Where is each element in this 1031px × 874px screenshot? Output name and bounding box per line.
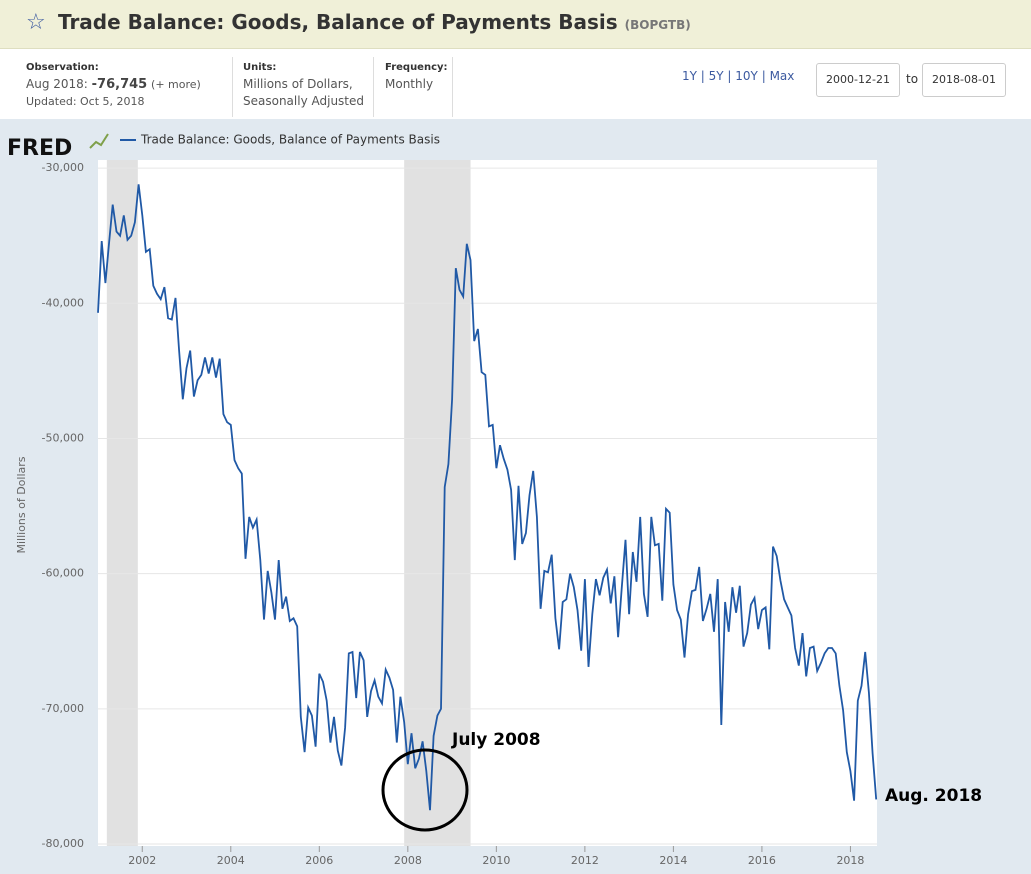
range-links: 1Y | 5Y | 10Y | Max — [682, 69, 795, 83]
y-tick-label: -70,000 — [42, 702, 84, 715]
x-tick-label: 2014 — [659, 854, 687, 867]
y-tick-label: -50,000 — [42, 431, 84, 444]
plot-area — [98, 160, 877, 846]
x-tick-label: 2002 — [128, 854, 156, 867]
separator — [452, 57, 453, 117]
title-bar: ☆ Trade Balance: Goods, Balance of Payme… — [0, 0, 1031, 49]
series-title: Trade Balance: Goods, Balance of Payment… — [58, 10, 691, 34]
recession-band — [404, 160, 471, 846]
legend-label: Trade Balance: Goods, Balance of Payment… — [140, 133, 440, 147]
x-tick-label: 2004 — [217, 854, 245, 867]
fred-logo: FRED — [7, 136, 72, 161]
title-text: Trade Balance: Goods, Balance of Payment… — [58, 10, 618, 34]
observation: Observation: Aug 2018: -76,745 (+ more) … — [26, 59, 201, 110]
range-button[interactable]: 10Y — [735, 69, 758, 83]
x-tick-label: 2018 — [836, 854, 864, 867]
chart: FRED Trade Balance: Goods, Balance of Pa… — [7, 133, 982, 868]
frequency-text: Monthly — [385, 77, 434, 91]
x-tick-label: 2012 — [571, 854, 599, 867]
x-tick-label: 2006 — [305, 854, 333, 867]
range-button[interactable]: Max — [769, 69, 795, 83]
annotation: Aug. 2018 — [885, 786, 982, 806]
units-text: Seasonally Adjusted — [243, 94, 365, 108]
label: Observation: — [26, 62, 99, 73]
separator — [373, 57, 374, 117]
recession-band — [106, 160, 138, 846]
units-text: Millions of Dollars, — [243, 77, 353, 91]
info-panel: Observation: Aug 2018: -76,745 (+ more) … — [0, 49, 1031, 119]
frequency: Frequency: Monthly — [385, 59, 448, 93]
y-tick-label: -30,000 — [42, 161, 84, 174]
x-tick-label: 2008 — [394, 854, 422, 867]
range-button[interactable]: 1Y — [682, 69, 697, 83]
logo-icon — [89, 133, 109, 149]
x-tick-label: 2016 — [748, 854, 776, 867]
more-link[interactable]: (+ more) — [151, 78, 201, 91]
separator — [232, 57, 233, 117]
y-tick-label: -60,000 — [42, 567, 84, 580]
date-input[interactable]: 2018-08-01 — [922, 63, 1006, 97]
y-tick-label: -80,000 — [42, 837, 84, 850]
series-code: (BOPGTB) — [624, 18, 691, 32]
x-tick-label: 2010 — [482, 854, 510, 867]
updated: Updated: Oct 5, 2018 — [26, 95, 145, 108]
plot-layer: -30,000 -40,000 -50,000 -60,000 -70,000 -80,0… — [42, 160, 878, 867]
obs-date: Aug 2018: — [26, 77, 88, 91]
favorite-star[interactable]: ☆ — [26, 10, 46, 35]
range-button[interactable]: 5Y — [708, 69, 724, 83]
label: Frequency: — [385, 62, 448, 73]
annotation: July 2008 — [451, 730, 541, 750]
y-tick-label: -40,000 — [42, 296, 84, 309]
series-line — [97, 184, 878, 811]
date-input[interactable]: 2000-12-21 — [816, 63, 900, 97]
to-label: to — [906, 72, 919, 86]
y-axis-label: Millions of Dollars — [15, 456, 28, 553]
units: Units: Millions of Dollars, Seasonally A… — [243, 59, 364, 110]
obs-value: -76,745 — [91, 77, 148, 92]
label: Units: — [243, 62, 277, 73]
highlight-circle — [381, 748, 469, 832]
